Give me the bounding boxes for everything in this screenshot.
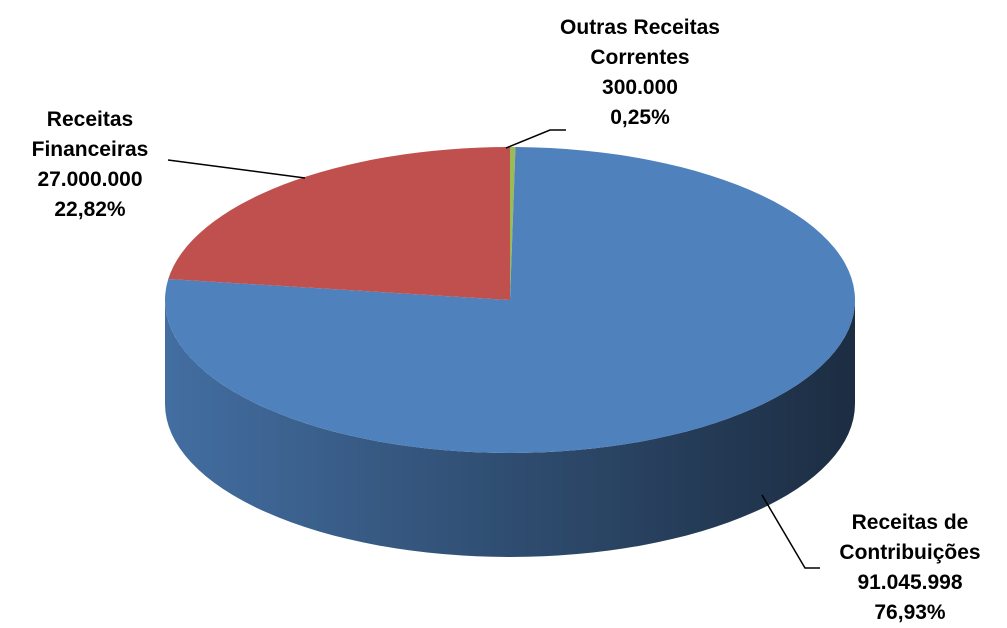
value-label: 27.000.000 [37,168,143,191]
pie [164,147,856,557]
category-label: Receitas de Contribuições [839,511,981,564]
slice-side [165,300,855,557]
percentage-label: 76,93% [874,601,946,624]
leader-line [167,159,306,179]
category-label: Receitas Financeiras [31,108,149,161]
value-label: 91.045.998 [857,571,963,594]
slice [168,147,511,300]
data-label: Receitas Financeiras 27.000.000 22,82% [5,105,175,225]
leader-line [761,494,820,569]
percentage-label: 22,82% [54,198,126,221]
value-label: 300.000 [602,76,678,99]
data-label: Outras Receitas Correntes 300.000 0,25% [530,13,750,133]
slice [164,147,856,453]
slice [510,147,516,300]
leader-line [505,129,566,149]
percentage-label: 0,25% [610,106,670,129]
category-label: Outras Receitas Correntes [560,16,720,69]
data-label: Receitas de Contribuições 91.045.998 76,… [815,508,1005,628]
